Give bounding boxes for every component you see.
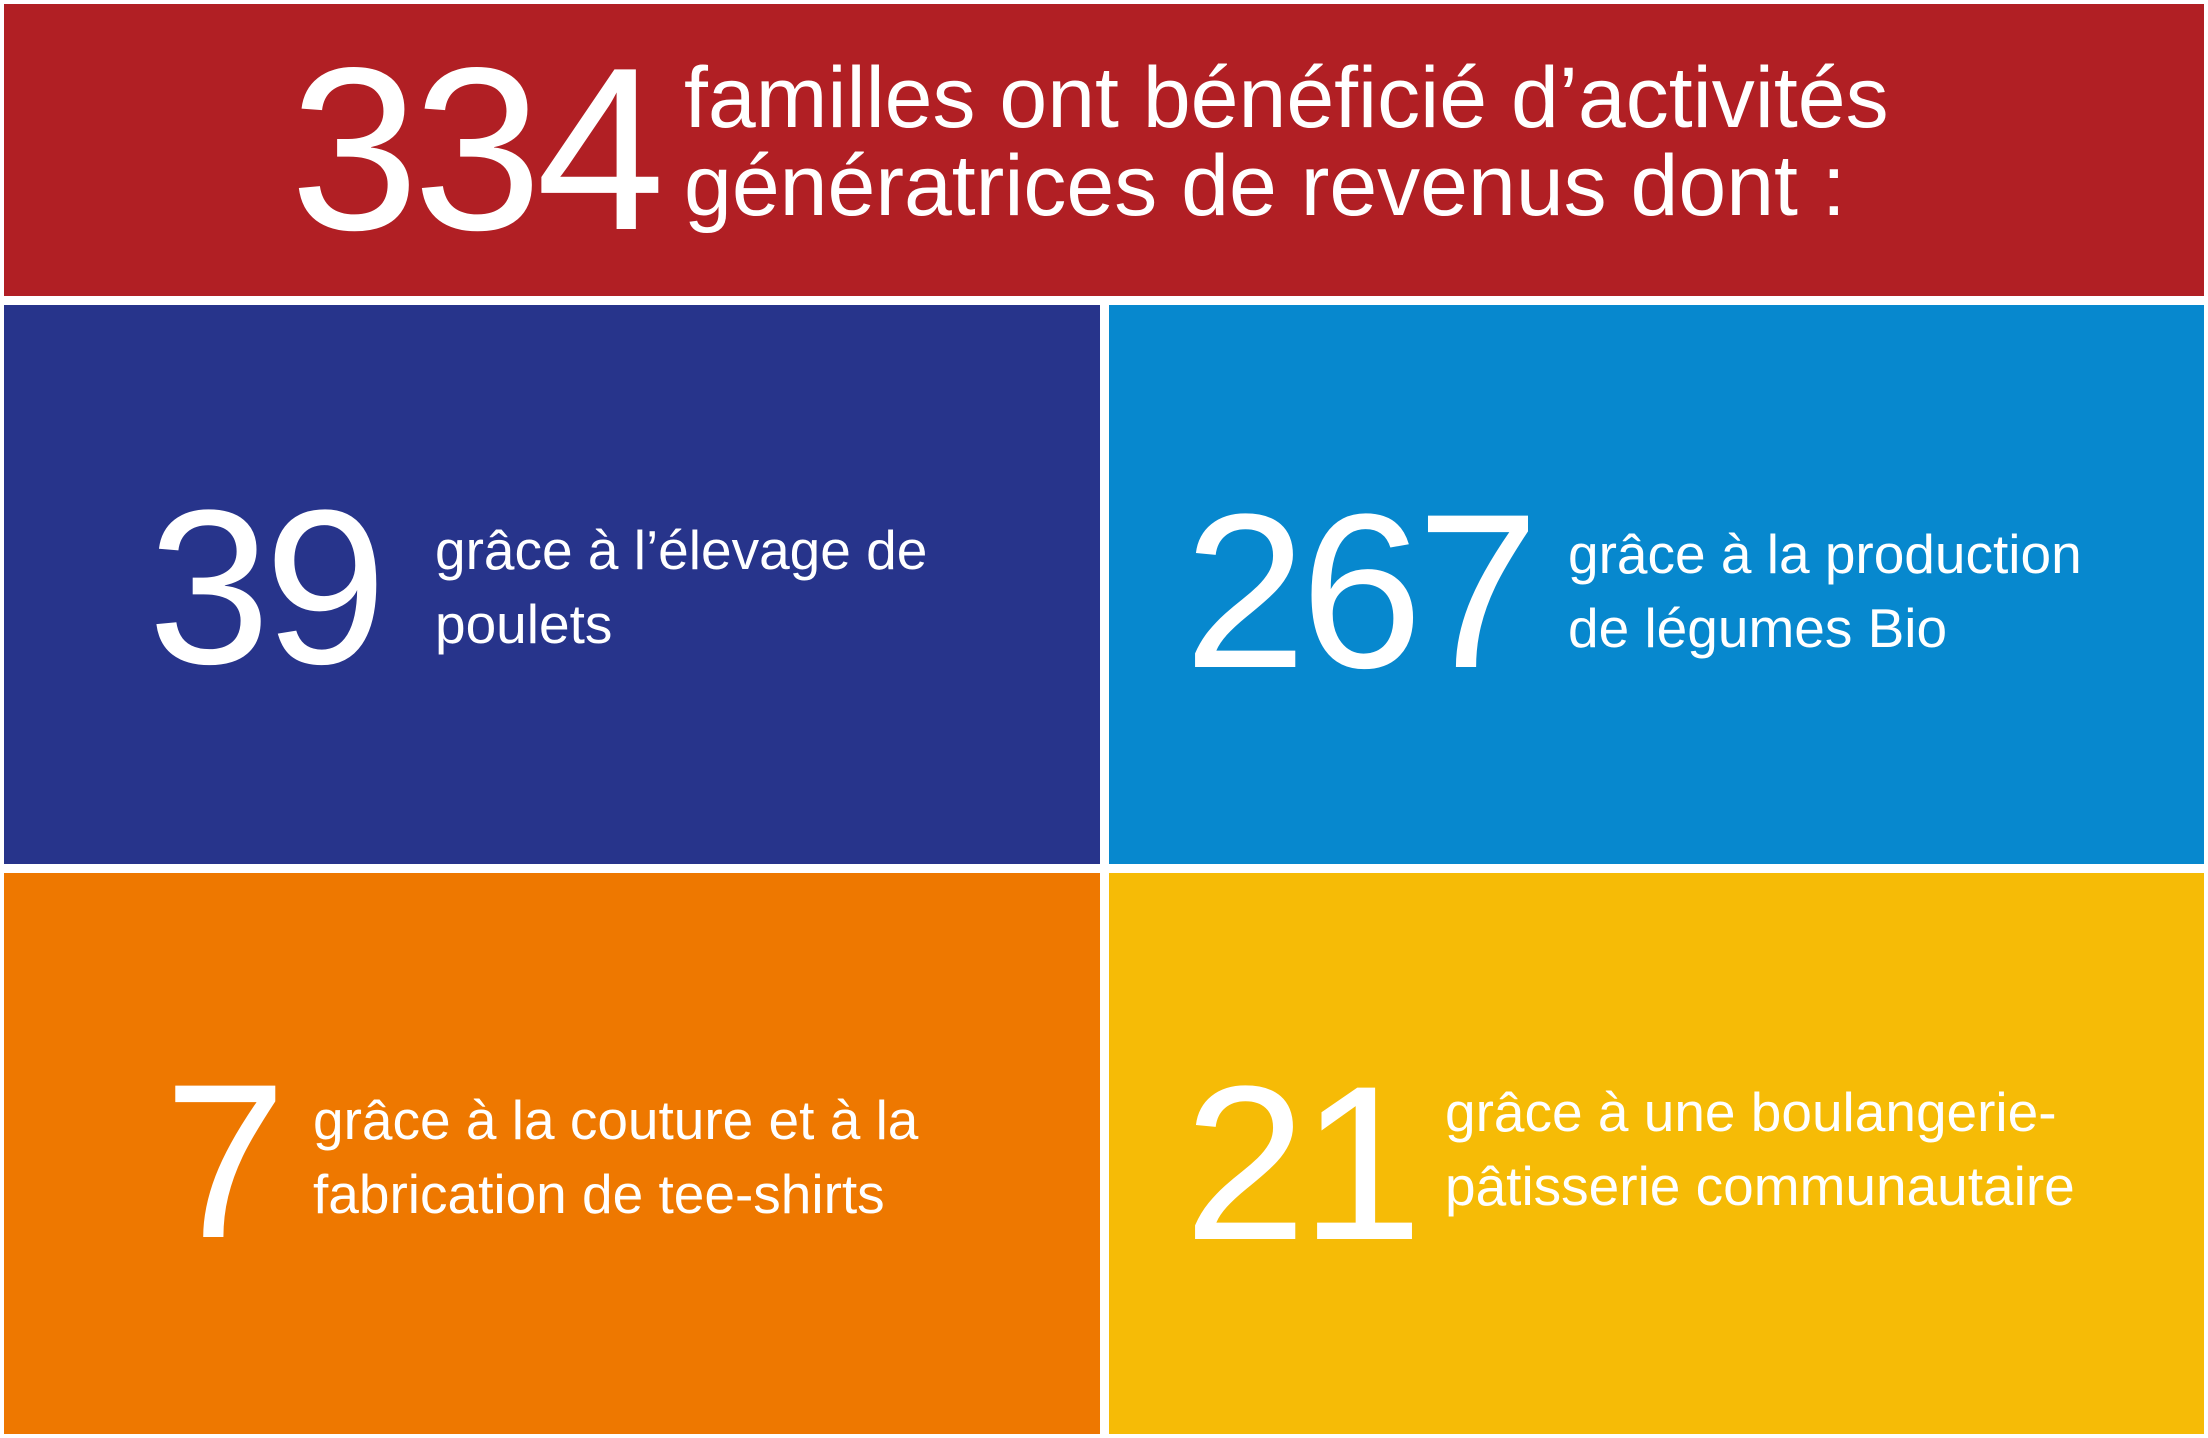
bakery-number: 21 <box>1184 1040 1423 1286</box>
poultry-text-line-1: grâce à l’élevage de <box>435 519 928 581</box>
sewing-text: grâce à la couture et à la fabrication d… <box>313 1083 918 1231</box>
vegetables-text-line-2: de légumes Bio <box>1568 597 1948 659</box>
vegetables-text-line-1: grâce à la production <box>1568 523 2082 585</box>
bakery-text-line-1: grâce à une boulangerie- <box>1445 1081 2057 1143</box>
header-text-line-2: génératrices de revenus dont : <box>684 138 1846 234</box>
header-text: familles ont bénéficié d’activités génér… <box>684 54 1889 230</box>
sewing-text-line-2: fabrication de tee-shirts <box>313 1163 885 1225</box>
vegetables-text: grâce à la production de légumes Bio <box>1568 517 2082 665</box>
poultry-text: grâce à l’élevage de poulets <box>435 513 927 661</box>
sewing-number: 7 <box>164 1038 286 1284</box>
panel-sewing: 7 grâce à la couture et à la fabrication… <box>4 873 1100 1434</box>
sewing-text-line-1: grâce à la couture et à la <box>313 1089 919 1151</box>
vegetables-number: 267 <box>1184 468 1539 714</box>
total-families-number: 334 <box>290 20 665 279</box>
header-banner: 334 familles ont bénéficié d’activités g… <box>4 4 2204 296</box>
header-text-line-1: familles ont bénéficié d’activités <box>684 50 1889 146</box>
panel-poultry: 39 grâce à l’élevage de poulets <box>4 305 1100 864</box>
bakery-text-line-2: pâtisserie communautaire <box>1445 1155 2075 1217</box>
poultry-number: 39 <box>148 464 387 710</box>
bakery-text: grâce à une boulangerie- pâtisserie comm… <box>1445 1075 2075 1223</box>
poultry-text-line-2: poulets <box>435 593 613 655</box>
panel-organic-vegetables: 267 grâce à la production de légumes Bio <box>1109 305 2204 864</box>
panel-bakery: 21 grâce à une boulangerie- pâtisserie c… <box>1109 873 2204 1434</box>
